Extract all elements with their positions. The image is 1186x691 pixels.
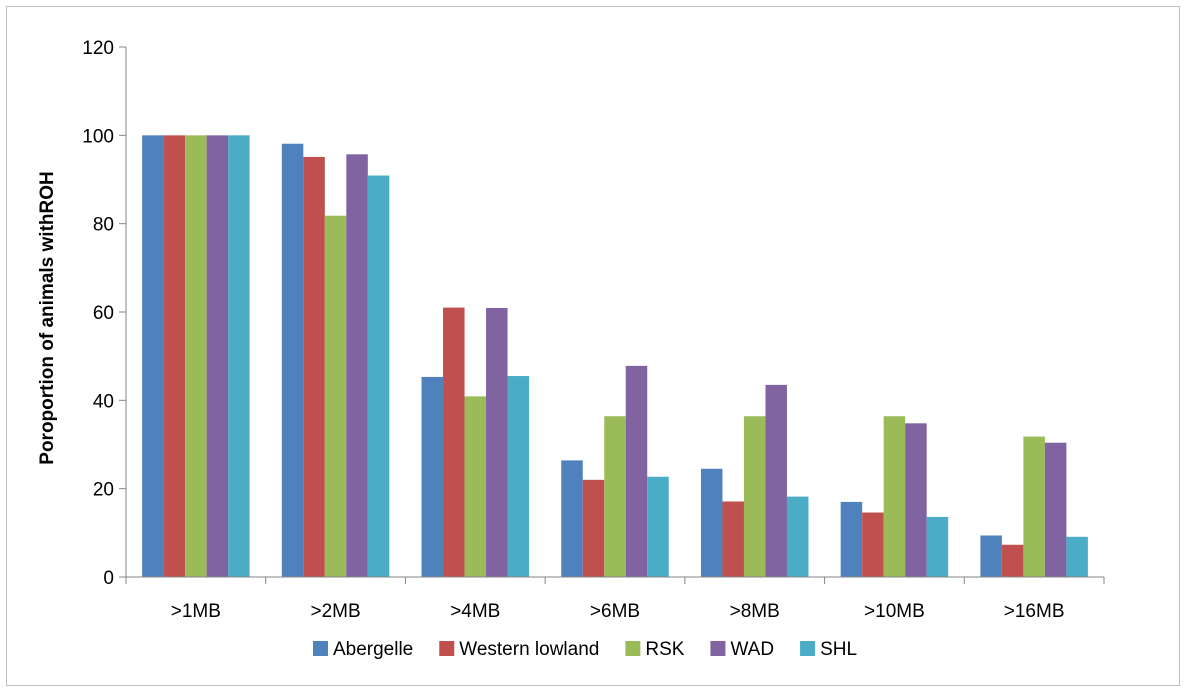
y-axis: 0 20 40 60 80 100 120 — [82, 38, 126, 589]
bar-shl-3 — [507, 376, 530, 577]
legend-label: SHL — [820, 639, 857, 660]
bar-rsk-5 — [743, 416, 766, 577]
legend-swatch — [312, 641, 328, 656]
bar-rsk-3 — [464, 396, 487, 577]
bar-shl-4 — [647, 476, 669, 577]
legend-swatch — [800, 641, 816, 656]
bar-western-lowland-1 — [163, 135, 186, 578]
legend-item: Abergelle — [312, 639, 413, 660]
bar-shl-1 — [228, 135, 250, 578]
bar-abergelle-5 — [700, 468, 723, 577]
bar-shl-2 — [367, 175, 390, 577]
x-tick-label: >4MB — [450, 601, 500, 622]
legend-label: Abergelle — [333, 639, 413, 660]
bar-rsk-4 — [604, 416, 626, 577]
bar-shl-6 — [926, 516, 949, 577]
y-axis-title-group: Poroportion of animals withROH — [37, 171, 58, 464]
legend-item: WAD — [710, 639, 774, 660]
x-tick-label: >10MB — [864, 601, 925, 622]
bar-abergelle-4 — [561, 460, 583, 577]
legend: Abergelle Western lowland RSK WAD SHL — [312, 639, 857, 660]
x-tick-label: >6MB — [590, 601, 640, 622]
bar-western-lowland-2 — [303, 156, 325, 577]
y-tick-label: 80 — [93, 215, 114, 236]
x-axis: >1MB >2MB >4MB >6MB >8MB >10MB >16MB — [125, 577, 1105, 622]
bar-wad-6 — [905, 423, 927, 577]
y-tick-label: 60 — [93, 303, 114, 324]
x-tick-label: >2MB — [310, 601, 360, 622]
bars — [142, 135, 1088, 578]
x-tick-label: >1MB — [171, 601, 221, 622]
y-tick-label: 0 — [103, 568, 114, 589]
x-tick-label: >8MB — [730, 601, 780, 622]
y-tick-label: 120 — [82, 38, 114, 59]
bar-rsk-1 — [185, 135, 207, 578]
x-tick-label: >16MB — [1004, 601, 1065, 622]
bar-abergelle-2 — [281, 143, 304, 577]
chart-frame: Poroportion of animals withROH 0 20 40 60 80… — [6, 6, 1180, 686]
legend-item: SHL — [800, 639, 857, 660]
bar-rsk-2 — [324, 215, 347, 577]
legend-label: Western lowland — [459, 639, 599, 660]
bar-abergelle-3 — [421, 376, 444, 577]
bar-chart: Poroportion of animals withROH 0 20 40 60 80… — [37, 38, 1105, 660]
y-tick-label: 40 — [93, 391, 114, 412]
legend-item: Western lowland — [439, 639, 599, 660]
y-axis-title: Poroportion of animals withROH — [37, 171, 58, 464]
bar-wad-3 — [486, 308, 508, 577]
bar-western-lowland-4 — [582, 479, 605, 577]
legend-label: WAD — [730, 639, 774, 660]
bar-wad-4 — [625, 365, 648, 577]
bar-abergelle-7 — [980, 535, 1002, 577]
bar-western-lowland-3 — [443, 307, 465, 577]
y-tick-label: 100 — [82, 126, 114, 147]
bar-rsk-7 — [1023, 436, 1045, 577]
bar-wad-2 — [346, 154, 368, 577]
legend-swatch — [439, 641, 455, 656]
bar-abergelle-1 — [142, 135, 164, 578]
legend-swatch — [710, 641, 726, 656]
axis-lines — [125, 47, 1104, 578]
legend-item: RSK — [625, 639, 685, 660]
bar-wad-5 — [765, 384, 787, 577]
legend-swatch — [625, 641, 641, 656]
bar-shl-7 — [1066, 536, 1088, 577]
bar-wad-7 — [1044, 442, 1067, 577]
bar-western-lowland-7 — [1001, 544, 1024, 577]
y-tick-label: 20 — [93, 480, 114, 501]
bar-wad-1 — [206, 135, 229, 578]
bar-abergelle-6 — [840, 501, 863, 577]
bar-western-lowland-6 — [862, 512, 884, 577]
bar-rsk-6 — [883, 416, 906, 577]
bar-shl-5 — [786, 496, 809, 577]
bar-western-lowland-5 — [722, 501, 744, 577]
legend-label: RSK — [645, 639, 684, 660]
